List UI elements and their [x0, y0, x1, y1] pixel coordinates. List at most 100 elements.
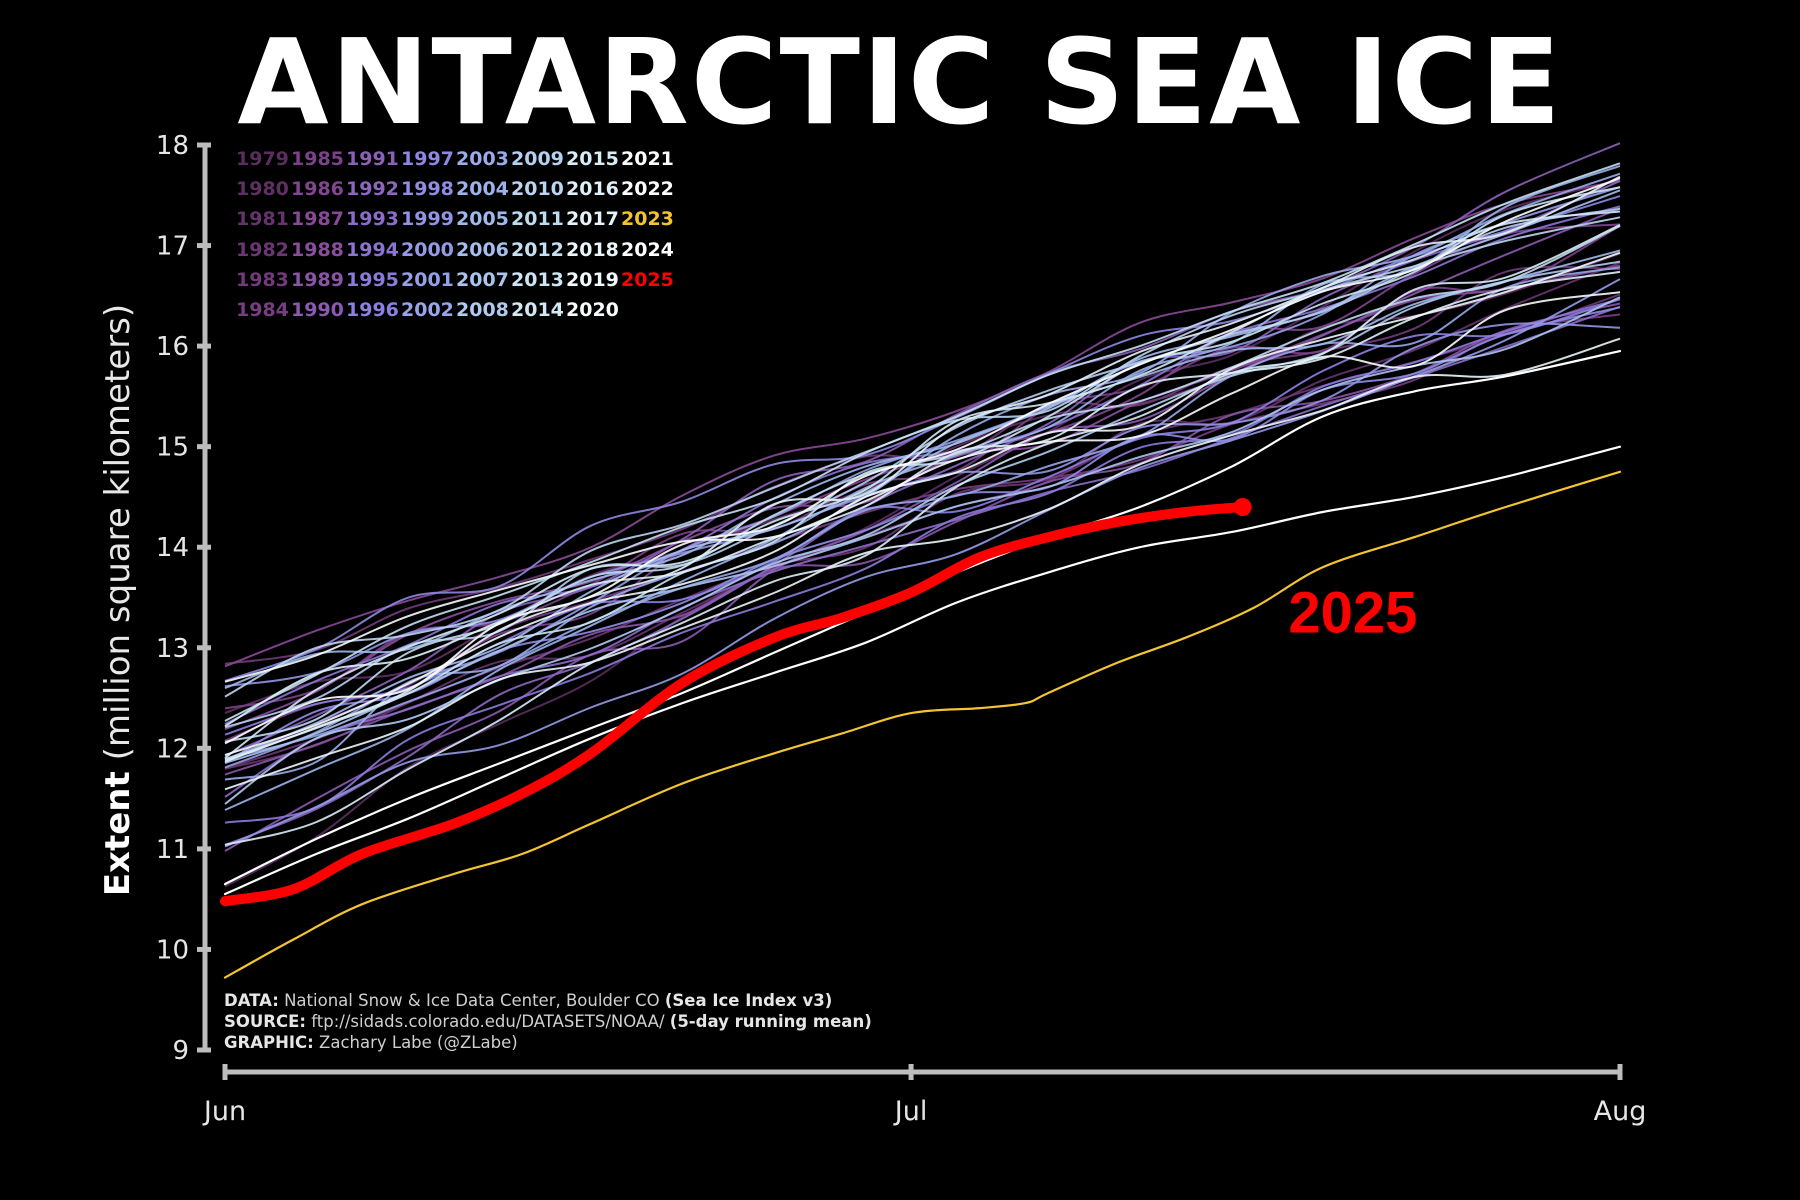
legend-item-1998: 1998: [401, 178, 454, 201]
legend-item-2002: 2002: [401, 298, 454, 321]
series-line-2021: [224, 177, 1621, 745]
credit-data: DATA: National Snow & Ice Data Center, B…: [224, 990, 872, 1011]
legend-item-1989: 1989: [291, 268, 344, 291]
legend-item-1996: 1996: [346, 298, 399, 321]
credit-source-extra: (5-day running mean): [669, 1012, 872, 1031]
legend-item-2016: 2016: [566, 178, 619, 201]
legend-item-1984: 1984: [236, 298, 289, 321]
y-tick-label: 16: [156, 332, 189, 362]
y-tick-label: 15: [156, 433, 189, 463]
series-line-2013: [224, 186, 1621, 761]
legend-item-1982: 1982: [236, 238, 289, 261]
credit-graphic: GRAPHIC: Zachary Labe (@ZLabe): [224, 1032, 872, 1053]
legend-item-2005: 2005: [456, 208, 509, 231]
legend-item-1990: 1990: [291, 298, 344, 321]
legend-item-1985: 1985: [291, 148, 344, 170]
legend-item-2014: 2014: [511, 298, 564, 321]
legend-item-1980: 1980: [236, 178, 289, 201]
series-line-1987: [224, 179, 1621, 668]
legend-item-2007: 2007: [456, 268, 509, 291]
credit-source-text: ftp://sidads.colorado.edu/DATASETS/NOAA/: [311, 1012, 665, 1031]
y-tick-label: 17: [156, 232, 189, 262]
series-line-2020: [224, 291, 1621, 683]
series-line-2022: [223, 445, 1622, 896]
legend-item-2019: 2019: [566, 268, 619, 291]
series-line-2000: [224, 278, 1621, 848]
series-line-2012: [224, 162, 1621, 722]
y-axis-label-unit: (million square kilometers): [98, 303, 138, 761]
legend-item-1992: 1992: [346, 178, 399, 201]
legend-item-2003: 2003: [456, 148, 509, 170]
page-title: ANTARCTIC SEA ICE: [237, 13, 1563, 151]
legend-row: 1984 1990 1996 2002 2008 2014 2020: [236, 299, 676, 329]
series-line-2008: [224, 260, 1621, 805]
legend-item-1997: 1997: [401, 148, 454, 170]
credit-source: SOURCE: ftp://sidads.colorado.edu/DATASE…: [224, 1011, 872, 1032]
legend-item-2011: 2011: [511, 208, 564, 231]
legend-row: 1981 1987 1993 1999 2005 2011 2017 2023: [236, 208, 676, 238]
y-axis-label: Extent (million square kilometers): [98, 304, 138, 896]
legend-item-2004: 2004: [456, 178, 509, 201]
legend-row: 1983 1989 1995 2001 2007 2013 2019 2025: [236, 269, 676, 299]
credit-data-text: National Snow & Ice Data Center, Boulder…: [284, 991, 660, 1010]
legend-item-2012: 2012: [511, 238, 564, 261]
series-line-2019: [224, 251, 1621, 756]
y-tick-label: 11: [156, 835, 189, 865]
legend-item-2021: 2021: [621, 148, 674, 170]
legend-item-1986: 1986: [291, 178, 344, 201]
y-tick-label: 10: [156, 935, 189, 965]
y-tick-label: 18: [156, 131, 189, 161]
credit-source-label: SOURCE:: [224, 1012, 306, 1031]
legend-item-2009: 2009: [511, 148, 564, 170]
legend: 1979 1985 1991 1997 2003 2009 2015 2021 1980 1986…: [236, 148, 676, 329]
series-line-1990: [224, 207, 1621, 852]
series-line-2016: [224, 270, 1621, 727]
highlight-year-lines: [220, 350, 1622, 979]
axes: 9 10 11 12 13 14 15 16 17 18 Jun Jul Aug: [156, 131, 1646, 1127]
y-tick-label: 14: [156, 533, 189, 563]
legend-item-1994: 1994: [346, 238, 399, 261]
series-line-1999: [224, 322, 1621, 688]
series-line-1989: [224, 302, 1621, 776]
y-tick-label: 12: [156, 734, 189, 764]
x-tick-label: Jul: [893, 1096, 928, 1127]
credit-graphic-text: Zachary Labe (@ZLabe): [319, 1033, 518, 1052]
legend-item-2013: 2013: [511, 268, 564, 291]
legend-item-2006: 2006: [456, 238, 509, 261]
legend-item-2001: 2001: [401, 268, 454, 291]
credit-data-extra: (Sea Ice Index v3): [664, 991, 833, 1010]
legend-item-1981: 1981: [236, 208, 289, 231]
series-line-1994: [224, 205, 1621, 725]
credits: DATA: National Snow & Ice Data Center, B…: [224, 990, 872, 1053]
legend-item-2010: 2010: [511, 178, 564, 201]
series-line-2014: [224, 210, 1621, 759]
x-tick-label: Aug: [1594, 1096, 1647, 1127]
legend-item-2020: 2020: [566, 298, 619, 321]
series-line-2025: [220, 502, 1248, 907]
legend-item-1995: 1995: [346, 268, 399, 291]
legend-item-2015: 2015: [566, 148, 619, 170]
legend-item-2022: 2022: [621, 178, 674, 201]
credit-data-label: DATA:: [224, 991, 279, 1010]
legend-row: 1979 1985 1991 1997 2003 2009 2015 2021: [236, 148, 676, 178]
legend-item-1999: 1999: [401, 208, 454, 231]
series-line-1982: [224, 293, 1621, 770]
legend-item-2017: 2017: [566, 208, 619, 231]
series-line-2018: [224, 337, 1621, 791]
y-axis-label-bold: Extent: [98, 771, 138, 897]
legend-item-1988: 1988: [291, 238, 344, 261]
legend-item-1987: 1987: [291, 208, 344, 231]
legend-item-1979: 1979: [236, 148, 289, 170]
annotation-2025: 2025: [1288, 581, 1417, 646]
series-endpoint-2025: [1233, 498, 1252, 516]
series-line-2007: [224, 296, 1621, 764]
credit-graphic-label: GRAPHIC:: [224, 1033, 314, 1052]
series-line-2002: [224, 266, 1621, 760]
legend-row: 1980 1986 1992 1998 2004 2010 2016 2022: [236, 178, 676, 208]
legend-item-2018: 2018: [566, 238, 619, 261]
y-tick-label: 9: [172, 1036, 189, 1066]
legend-item-2024: 2024: [621, 238, 674, 261]
x-tick-label: Jun: [202, 1096, 246, 1127]
legend-item-1993: 1993: [346, 208, 399, 231]
